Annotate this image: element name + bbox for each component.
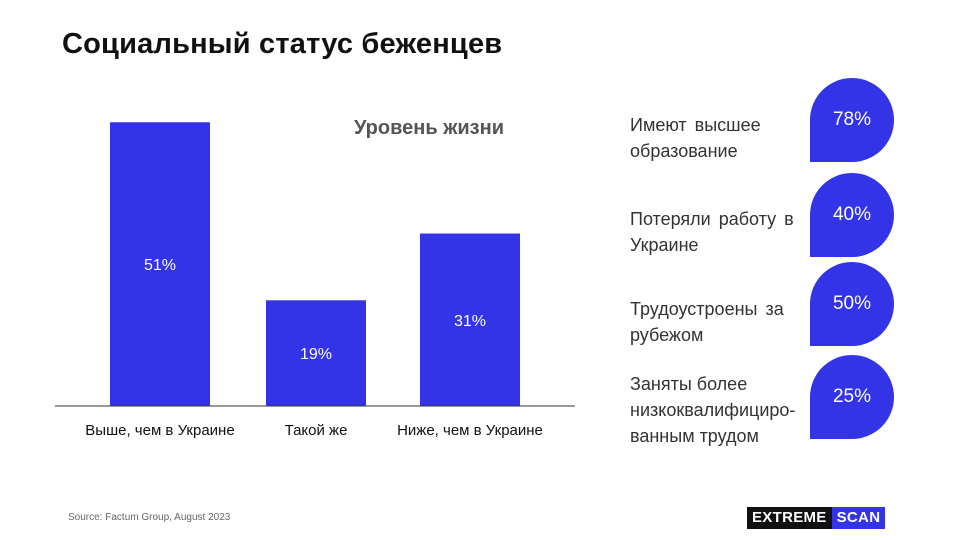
bar-2 (266, 300, 366, 406)
category-label: Такой же (285, 422, 348, 439)
logo-part-2: SCAN (831, 507, 886, 529)
bar-chart: Уровень жизни 51% 19% 31% Выше, чем в Укра… (55, 117, 575, 439)
bar-value-label: 51% (144, 257, 176, 274)
stat-item: Потеряли работу в Украине 40% (630, 173, 910, 259)
stat-item: Трудоустроены за рубежом 50% (630, 262, 910, 348)
brand-logo: EXTREME SCAN (747, 507, 886, 529)
category-label: Выше, чем в Украине (85, 422, 234, 439)
stat-badge: 50% (810, 262, 894, 346)
stat-item: Имеют высшее образование 78% (630, 78, 910, 164)
bar-value-label: 31% (454, 313, 486, 330)
bar-3 (420, 233, 520, 406)
bar-1 (110, 122, 210, 406)
stat-badge: 25% (810, 355, 894, 439)
chart-title: Уровень жизни (354, 117, 504, 139)
stat-item: Заняты более низкоквалифициро-ванным тру… (630, 355, 910, 446)
stat-label: Потеряли работу в Украине (630, 209, 794, 255)
stat-label: Имеют высшее образование (630, 115, 761, 161)
logo-part-1: EXTREME (747, 507, 832, 529)
source-note: Source: Factum Group, August 2023 (68, 512, 231, 523)
stat-label: Трудоустроены за рубежом (630, 299, 784, 345)
stat-label: Заняты более низкоквалифициро-ванным тру… (630, 374, 796, 446)
stat-badge: 40% (810, 173, 894, 257)
bar-value-label: 19% (300, 346, 332, 363)
page-title: Социальный статус беженцев (62, 28, 503, 60)
stat-badge: 78% (810, 78, 894, 162)
category-label: Ниже, чем в Украине (397, 422, 543, 439)
